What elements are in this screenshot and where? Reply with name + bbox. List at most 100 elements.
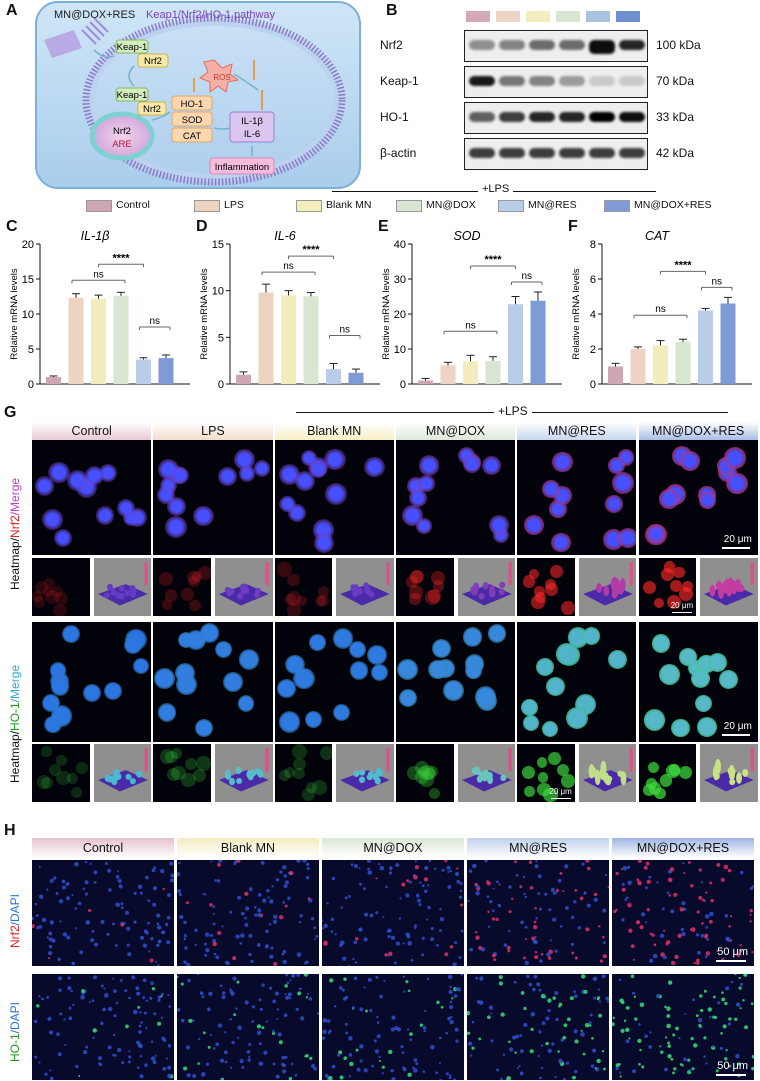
- legend-label: MN@DOX: [426, 199, 476, 211]
- cell-nucleus: [481, 456, 501, 476]
- tissue-cell: [282, 959, 287, 965]
- tissue-cell: [460, 974, 464, 976]
- tissue-cell: [250, 959, 254, 963]
- tissue-cell: [108, 1006, 113, 1012]
- cell-signal: [547, 752, 561, 765]
- tissue-cell: [744, 1025, 748, 1030]
- tissue-cell: [204, 953, 208, 957]
- legend-label: LPS: [224, 199, 244, 211]
- cell-nucleus: [49, 662, 67, 679]
- y-tick-label: 10: [394, 344, 406, 356]
- cell-signal: [430, 571, 445, 586]
- tissue-cell: [491, 953, 496, 958]
- tissue-cell: [58, 898, 64, 904]
- tissue-cell: [254, 913, 258, 917]
- tissue-cell: [644, 1034, 648, 1038]
- tissue-cell: [449, 1000, 453, 1004]
- cell-signal: [311, 780, 327, 796]
- tissue-cell: [560, 1038, 565, 1042]
- heatmap-peak: [738, 584, 745, 593]
- tissue-cell: [147, 921, 150, 925]
- tissue-cell: [145, 1027, 148, 1030]
- bar: [675, 342, 691, 384]
- cell-nucleus: [333, 704, 351, 722]
- h-tissue-image: 50 μm: [612, 860, 754, 966]
- tissue-cell: [260, 860, 265, 865]
- node-nrf2-b: Nrf2: [143, 104, 161, 115]
- tissue-cell: [128, 996, 131, 1000]
- tissue-cell: [166, 915, 171, 920]
- cell-nucleus: [253, 460, 271, 477]
- tissue-cell: [258, 1042, 262, 1046]
- lane-swatch: [556, 11, 580, 22]
- y-tick-label: 5: [218, 332, 224, 344]
- tissue-cell: [32, 924, 35, 929]
- tissue-cell: [208, 991, 213, 997]
- tissue-cell: [197, 1062, 200, 1065]
- tissue-cell: [112, 1033, 116, 1037]
- tissue-cell: [128, 1055, 132, 1059]
- tissue-cell: [648, 875, 652, 879]
- tissue-cell: [475, 935, 480, 940]
- tissue-cell: [125, 1024, 129, 1029]
- tissue-cell: [151, 868, 156, 873]
- tissue-cell: [232, 976, 237, 981]
- tissue-cell: [667, 1053, 672, 1059]
- tissue-cell: [62, 932, 68, 937]
- tissue-cell: [244, 891, 249, 897]
- tissue-cell: [632, 1069, 637, 1074]
- tissue-cell: [427, 884, 430, 887]
- tissue-cell: [520, 920, 524, 925]
- cell-nucleus: [724, 447, 746, 469]
- tissue-cell: [588, 1021, 592, 1025]
- tissue-cell: [536, 982, 541, 987]
- cell-nucleus: [325, 483, 347, 505]
- heatmap-peak: [498, 588, 505, 596]
- cell-signal: [550, 564, 563, 578]
- tissue-cell: [415, 893, 420, 898]
- heatmap-peak: [728, 764, 735, 780]
- tissue-cell: [300, 1016, 305, 1021]
- heatmap-peak: [498, 581, 505, 589]
- cell-nucleus: [371, 664, 389, 682]
- cell-nucleus: [643, 709, 666, 731]
- tissue-cell: [84, 892, 88, 896]
- tissue-cell: [348, 1036, 353, 1041]
- tissue-cell: [100, 1021, 104, 1026]
- tissue-cell: [719, 1046, 723, 1050]
- tissue-cell: [239, 1059, 244, 1064]
- heatmap-peak: [595, 583, 602, 594]
- tissue-cell: [247, 1058, 251, 1062]
- tissue-cell: [710, 898, 714, 903]
- tissue-cell: [302, 860, 307, 863]
- tissue-cell: [407, 1028, 410, 1031]
- tissue-cell: [495, 880, 499, 884]
- tissue-cell: [415, 1062, 419, 1066]
- tissue-cell: [441, 868, 445, 872]
- tissue-cell: [358, 882, 362, 886]
- tissue-cell: [322, 1036, 326, 1040]
- tissue-cell: [637, 880, 642, 886]
- tissue-cell: [660, 1050, 664, 1054]
- tissue-cell: [726, 937, 731, 942]
- tissue-cell: [400, 1045, 404, 1049]
- tissue-cell: [162, 1066, 167, 1071]
- heatmap-peak: [482, 582, 489, 590]
- tissue-cell: [106, 932, 110, 936]
- tissue-cell: [156, 925, 162, 930]
- tissue-cell: [100, 920, 105, 925]
- tissue-cell: [258, 998, 262, 1002]
- g-row1-label: Heatmap/Nrf2/Merge: [8, 478, 22, 590]
- tissue-cell: [259, 1007, 263, 1011]
- tissue-cell: [153, 1012, 157, 1016]
- node-ho1: HO-1: [181, 99, 204, 110]
- tissue-cell: [552, 917, 557, 922]
- tissue-cell: [586, 903, 591, 908]
- tissue-cell: [246, 1049, 251, 1054]
- tissue-cell: [104, 993, 109, 998]
- tissue-cell: [338, 1050, 343, 1055]
- tissue-cell: [406, 935, 411, 939]
- tissue-cell: [149, 996, 153, 1000]
- tissue-cell: [353, 976, 358, 981]
- heatmap-peak: [115, 592, 122, 599]
